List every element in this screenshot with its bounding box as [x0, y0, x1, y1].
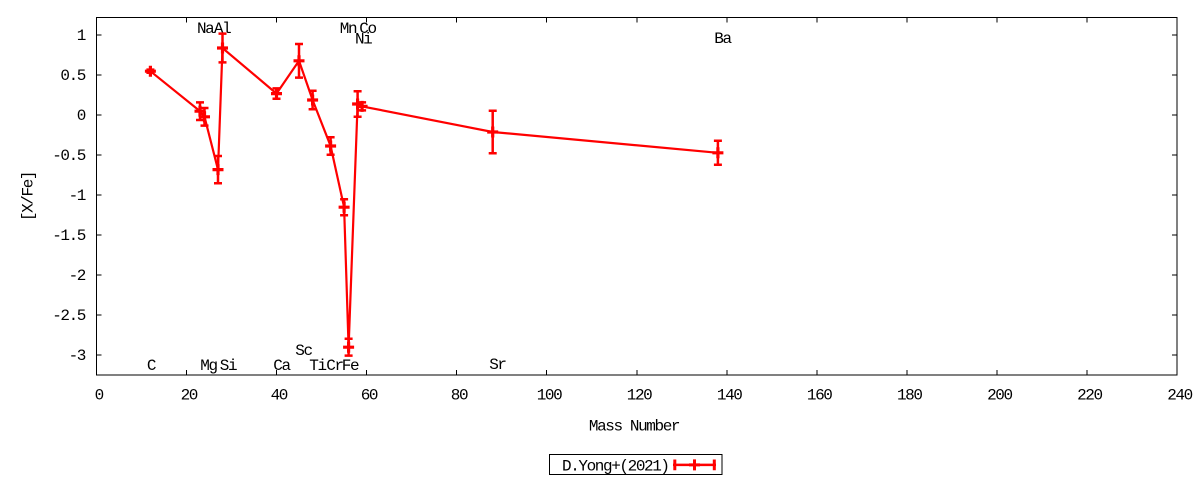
svg-text:-2.5: -2.5: [52, 307, 86, 325]
svg-text:140: 140: [717, 387, 742, 405]
svg-text:C: C: [147, 357, 156, 375]
svg-text:Sc: Sc: [295, 342, 312, 360]
svg-text:200: 200: [987, 387, 1012, 405]
svg-text:240: 240: [1167, 387, 1192, 405]
svg-text:120: 120: [627, 387, 652, 405]
svg-text:0.5: 0.5: [60, 67, 85, 85]
svg-text:40: 40: [271, 387, 288, 405]
svg-text:[X/Fe]: [X/Fe]: [20, 172, 38, 221]
svg-text:Mg: Mg: [200, 357, 217, 375]
svg-text:D.Yong+(2021): D.Yong+(2021): [562, 457, 669, 475]
svg-text:Mass Number: Mass Number: [589, 417, 680, 435]
svg-text:Sr: Sr: [489, 356, 506, 374]
svg-text:Mn: Mn: [340, 20, 357, 38]
svg-text:60: 60: [361, 387, 378, 405]
svg-text:-0.5: -0.5: [52, 147, 86, 165]
svg-text:Co: Co: [359, 20, 376, 38]
svg-text:-2: -2: [69, 267, 86, 285]
svg-text:220: 220: [1077, 387, 1102, 405]
svg-text:Ti: Ti: [309, 357, 326, 375]
svg-text:-3: -3: [69, 347, 86, 365]
svg-text:0: 0: [77, 107, 86, 125]
svg-text:Cr: Cr: [326, 357, 343, 375]
svg-text:Ca: Ca: [273, 357, 291, 375]
svg-text:Ni: Ni: [355, 30, 372, 48]
svg-text:0: 0: [95, 387, 104, 405]
svg-text:180: 180: [897, 387, 922, 405]
svg-text:1: 1: [77, 27, 86, 45]
svg-text:Ba: Ba: [714, 30, 732, 48]
svg-text:Fe: Fe: [342, 357, 359, 375]
svg-text:100: 100: [537, 387, 562, 405]
svg-text:80: 80: [451, 387, 468, 405]
svg-text:Si: Si: [220, 357, 237, 375]
svg-text:20: 20: [181, 387, 198, 405]
svg-text:Na: Na: [197, 20, 215, 38]
svg-text:-1.5: -1.5: [52, 227, 86, 245]
svg-text:-1: -1: [69, 187, 86, 205]
svg-text:160: 160: [807, 387, 832, 405]
